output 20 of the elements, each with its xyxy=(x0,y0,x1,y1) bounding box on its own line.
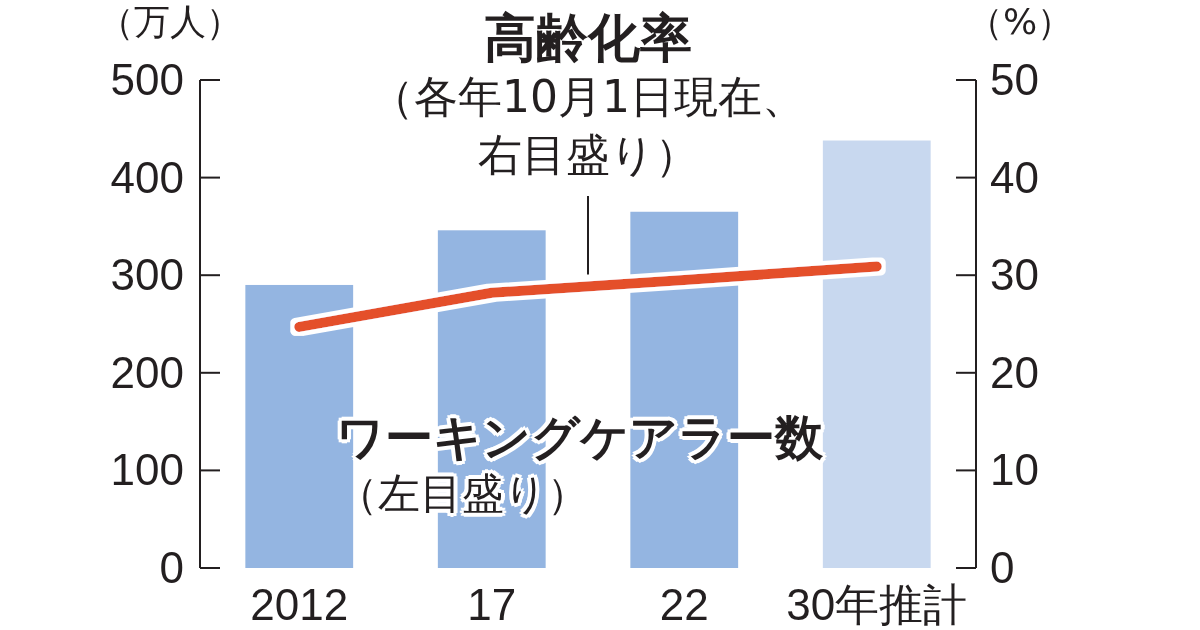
x-tick-label: 30年推計 xyxy=(786,580,968,629)
y2-tick-label: 10 xyxy=(990,445,1039,495)
y-tick-label: 200 xyxy=(110,347,184,397)
y-tick-label: 0 xyxy=(159,543,184,592)
y2-axis-title: （%） xyxy=(966,1,1074,42)
y2-tick-label: 30 xyxy=(990,250,1039,300)
y-tick-label: 500 xyxy=(110,55,184,104)
y-axis-title: （万人） xyxy=(98,1,242,42)
y2-tick-label: 50 xyxy=(990,55,1039,104)
y-tick-label: 400 xyxy=(110,152,184,202)
x-tick-label: 17 xyxy=(467,580,517,629)
y-tick-label: 100 xyxy=(110,445,184,495)
x-tick-label: 2012 xyxy=(250,580,349,629)
y2-tick-label: 20 xyxy=(990,347,1039,397)
series-label: 高齢化率（各年10月1日現在、右目盛り） xyxy=(369,8,807,180)
y-tick-label: 300 xyxy=(110,250,184,300)
y2-tick-label: 40 xyxy=(990,152,1039,202)
x-tick-label: 22 xyxy=(659,580,709,629)
y2-tick-label: 0 xyxy=(990,543,1015,592)
bar xyxy=(822,140,931,568)
